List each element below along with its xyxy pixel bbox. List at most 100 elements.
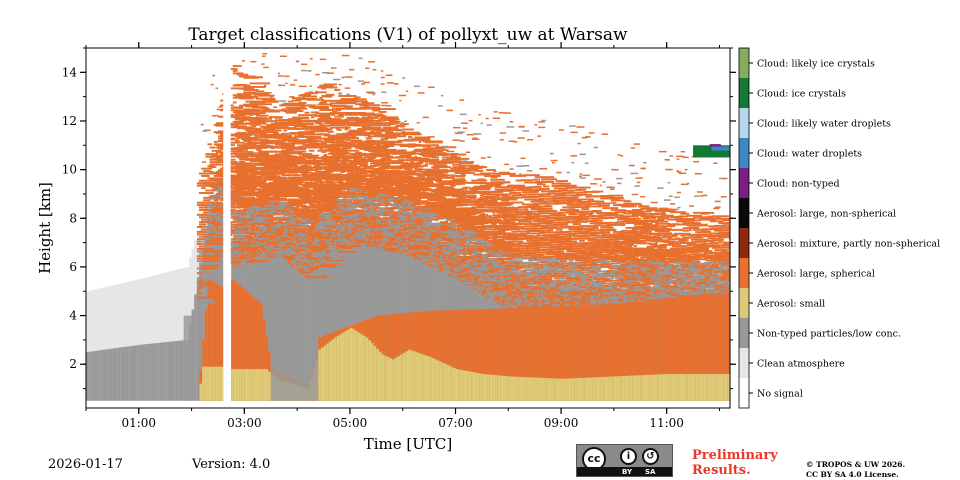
small-aerosol-column	[489, 374, 494, 401]
clean-atmosphere-column	[136, 279, 140, 401]
plume-streak	[232, 106, 243, 109]
plume-streak	[465, 239, 486, 241]
plume-streak	[247, 199, 254, 202]
plume-streak	[287, 162, 295, 164]
plume-streak	[334, 239, 344, 242]
plume-streak	[338, 126, 347, 129]
small-aerosol-column	[439, 361, 443, 401]
plume-streak	[319, 181, 324, 184]
plume-streak	[479, 226, 488, 228]
plume-streak	[418, 196, 427, 199]
plume-streak	[319, 211, 324, 214]
plume-streak	[456, 226, 460, 229]
plume-streak	[300, 106, 306, 108]
plume-streak	[467, 237, 479, 240]
plume-streak	[315, 90, 319, 93]
plume-streak	[372, 219, 376, 221]
plume-streak	[456, 251, 470, 253]
plume-streak	[308, 161, 322, 164]
plume-streak	[336, 242, 340, 245]
plume-streak	[481, 232, 491, 235]
plume-streak	[296, 200, 304, 203]
plume-streak	[317, 178, 321, 181]
small-aerosol-column	[349, 327, 354, 401]
plume-streak	[329, 138, 351, 141]
plume-streak	[384, 231, 390, 234]
clean-atmosphere-column	[112, 285, 116, 401]
plume-streak	[467, 284, 474, 287]
plume-streak	[201, 221, 204, 224]
plume-streak	[365, 159, 370, 162]
plume-streak	[410, 239, 421, 242]
plume-streak	[456, 243, 471, 246]
plume-streak	[321, 262, 340, 265]
plume-streak	[304, 111, 310, 114]
plume-streak	[448, 222, 456, 225]
plume-streak	[268, 157, 277, 160]
plume-streak	[323, 129, 330, 132]
plume-streak	[274, 121, 282, 124]
plume-streak	[198, 269, 212, 272]
plume-streak	[452, 163, 461, 166]
large-spherical-column	[574, 305, 578, 401]
plume-streak	[274, 192, 283, 195]
plume-streak	[315, 115, 330, 118]
plume-streak	[331, 107, 341, 110]
plume-streak	[289, 146, 299, 149]
plume-streak	[484, 255, 487, 258]
plume-streak	[321, 141, 331, 144]
plume-streak	[274, 133, 279, 136]
small-aerosol-column	[542, 377, 546, 401]
small-aerosol-column	[608, 376, 612, 401]
plume-streak	[424, 170, 445, 173]
plume-streak	[429, 260, 436, 263]
plume-streak	[249, 145, 256, 148]
plume-streak	[241, 257, 251, 260]
plume-streak	[306, 125, 325, 128]
clean-atmosphere-column	[141, 278, 145, 401]
plume-streak	[367, 174, 376, 177]
plume-streak	[239, 221, 251, 224]
plume-streak	[446, 211, 452, 214]
plume-streak	[374, 153, 391, 156]
clean-atmosphere-column	[115, 284, 119, 401]
plume-streak	[274, 175, 280, 178]
plume-streak	[331, 161, 337, 164]
plume-streak	[334, 166, 338, 169]
plume-streak	[486, 258, 494, 261]
plume-streak	[317, 86, 338, 89]
plume-streak	[359, 172, 368, 175]
small-aerosol-column	[233, 369, 238, 401]
large-spherical-column	[510, 308, 515, 401]
plume-streak	[363, 165, 372, 168]
plume-streak	[312, 270, 328, 273]
plume-streak	[310, 252, 321, 255]
plume-streak	[251, 108, 259, 111]
plume-streak	[283, 129, 288, 132]
large-spherical-column	[450, 310, 454, 401]
plume-streak	[414, 165, 423, 168]
large-spherical-column	[671, 295, 676, 401]
small-aerosol-column	[634, 375, 639, 401]
plume-streak	[317, 242, 329, 245]
plume-streak	[350, 116, 354, 119]
small-aerosol-column	[450, 366, 454, 401]
large-spherical-column	[561, 305, 565, 401]
plume-streak	[249, 177, 260, 180]
large-spherical-column	[693, 294, 697, 401]
plume-streak	[471, 223, 477, 226]
plume-streak	[439, 269, 447, 272]
plume-streak	[416, 191, 421, 193]
plume-streak	[323, 197, 338, 200]
plume-streak	[334, 205, 350, 208]
plume-streak	[255, 129, 263, 132]
plume-streak	[205, 245, 225, 248]
small-aerosol-column	[268, 371, 272, 401]
plume-streak	[239, 199, 248, 202]
plume-streak	[289, 185, 295, 188]
small-aerosol-column	[415, 352, 420, 401]
plume-streak	[310, 179, 319, 182]
plume-streak	[245, 110, 261, 113]
plume-streak	[306, 98, 325, 101]
small-aerosol-column	[481, 373, 486, 401]
